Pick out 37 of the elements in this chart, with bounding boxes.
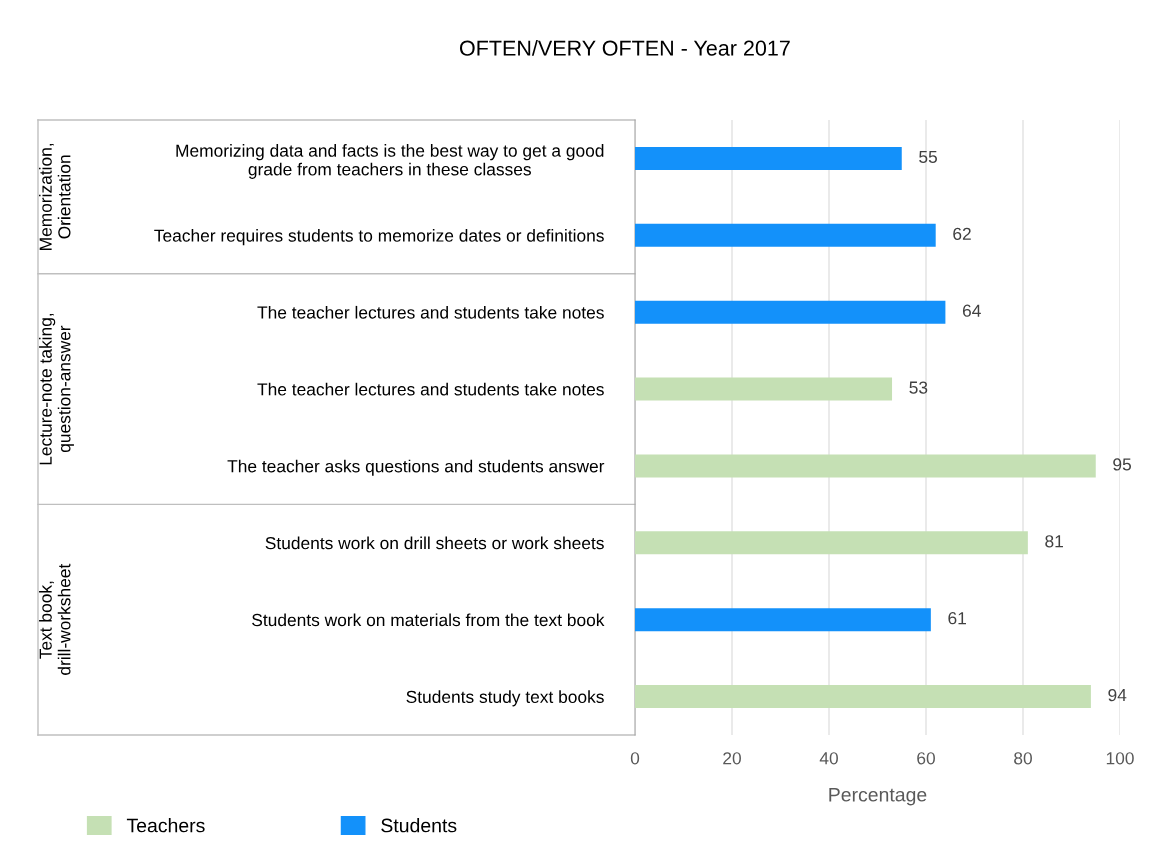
data-label: 94 <box>1108 688 1127 702</box>
bar <box>635 223 936 247</box>
data-label: 61 <box>948 612 966 625</box>
bar <box>635 531 1028 555</box>
x-tick-label: 60 <box>917 752 935 765</box>
y-tick-label: Students work on drill sheets or work sheets <box>265 536 604 550</box>
text: Text book, drill-worksheet <box>39 563 71 675</box>
text: Memorization, Orientation <box>39 143 71 250</box>
y-tick-label: The teacher asks questions and students answer <box>227 459 605 476</box>
text: Lecture-note taking, question-answer <box>39 313 74 465</box>
x-tick-label: 80 <box>1014 752 1032 765</box>
bar <box>635 377 893 401</box>
x-tick-label: 20 <box>723 752 741 765</box>
x-tick-label: 40 <box>819 752 838 765</box>
data-label: 53 <box>909 381 928 394</box>
x-tick-label: 100 <box>1106 752 1134 765</box>
y-tick-label: The teacher lectures and students take notes <box>257 382 604 396</box>
y-tick-label: Students work on materials from the text book <box>252 613 605 627</box>
data-label: 55 <box>919 150 937 164</box>
bar <box>635 300 946 324</box>
data-label: 62 <box>953 227 971 240</box>
x-tick-label: 0 <box>630 752 640 765</box>
bar <box>635 685 1091 709</box>
chart-title: OFTEN/VERY OFTEN - Year 2017 <box>459 39 790 56</box>
y-tick-label: Memorizing data and facts is the best way to get a good grade from teachers in these classes <box>176 144 604 179</box>
legend-label: Students <box>381 818 457 833</box>
y-tick-label: Teacher requires students to memorize dates or definitions <box>154 229 604 246</box>
x-axis-title: Percentage <box>829 788 927 806</box>
bar <box>635 608 931 632</box>
legend-label: Teachers <box>126 818 205 833</box>
data-label: 81 <box>1045 535 1063 548</box>
bar <box>635 454 1096 478</box>
data-label: 95 <box>1113 458 1131 471</box>
data-label: 64 <box>962 304 981 317</box>
y-tick-label: The teacher lectures and students take notes <box>257 305 604 319</box>
y-tick-label: Students study text books <box>406 690 604 707</box>
bar <box>635 146 902 170</box>
